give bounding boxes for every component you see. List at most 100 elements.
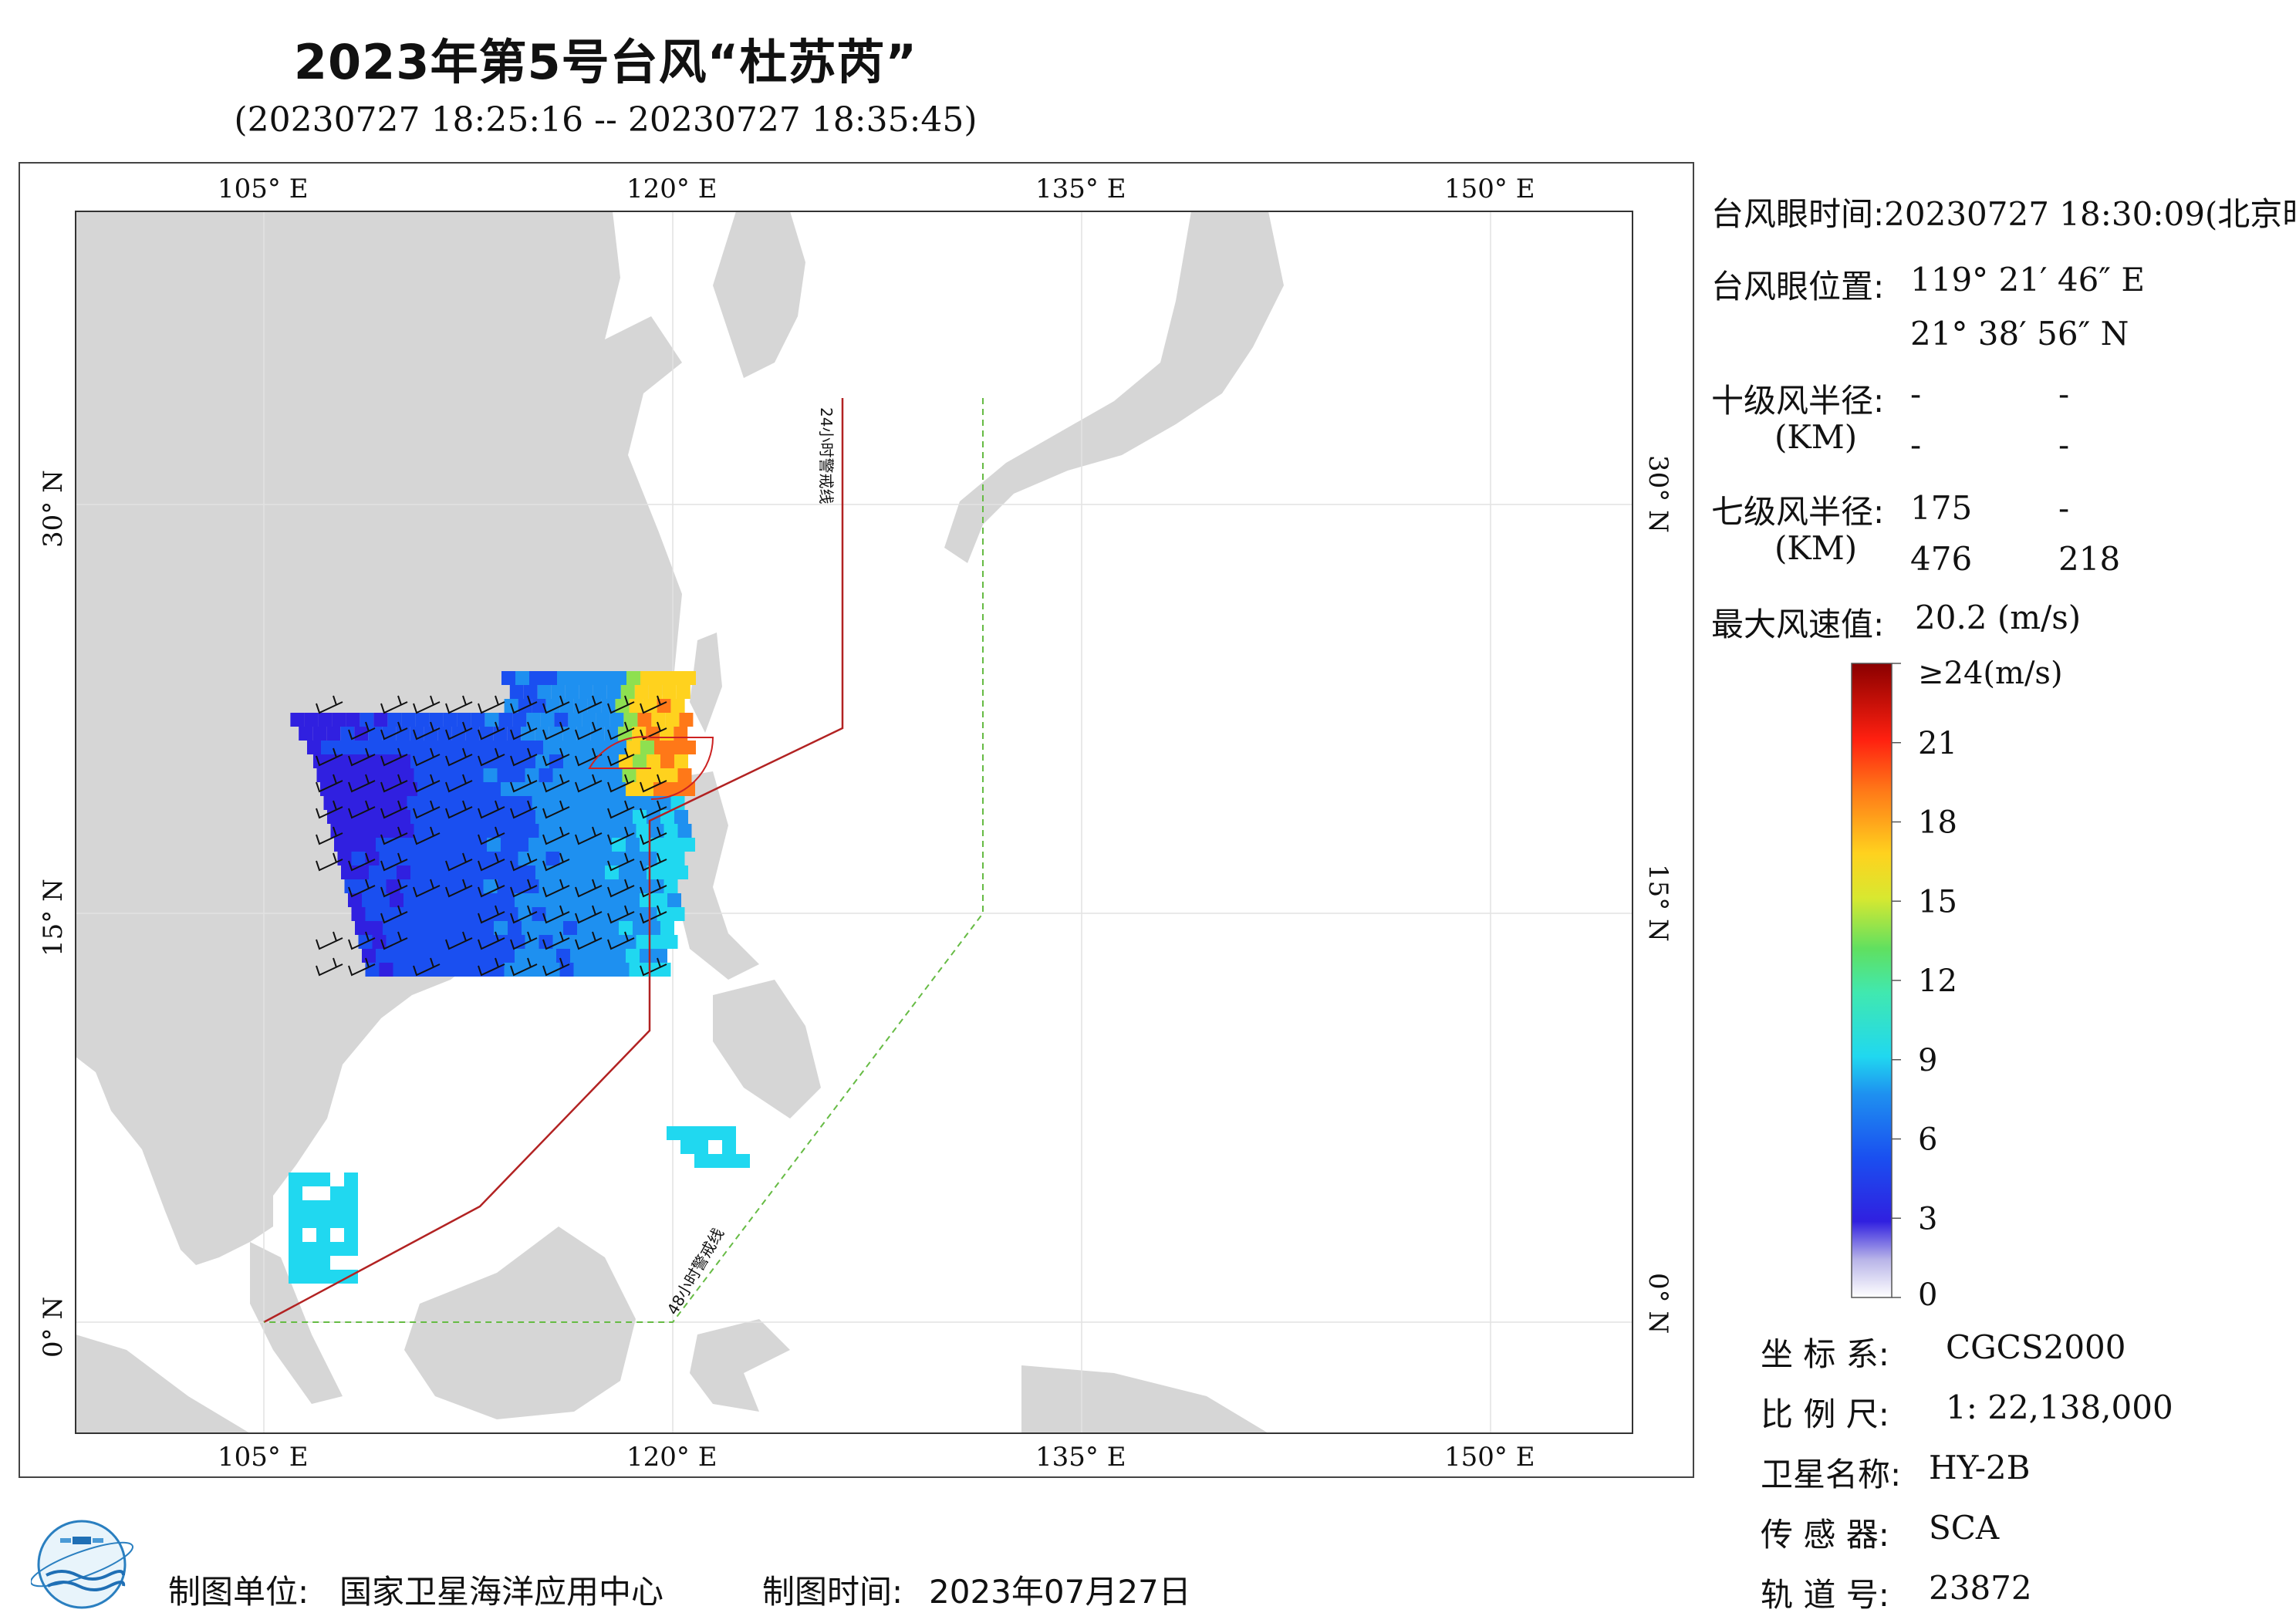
wind-barb — [510, 774, 538, 793]
colorbar-tick-label: 15 — [1918, 884, 1957, 919]
eye-pos-label: 台风眼位置: — [1711, 268, 1885, 305]
wind-cell — [629, 963, 643, 977]
wind-cell — [657, 796, 671, 810]
wind-cell — [629, 907, 643, 921]
wind-cell — [559, 796, 574, 810]
wind-cell — [302, 1256, 316, 1270]
wind-barb — [542, 931, 570, 950]
wind-barb — [445, 800, 473, 819]
wind-cell — [674, 865, 688, 879]
wind-map[interactable]: 24小时警戒线 48小时警戒线 105° E 120° E 135° E 150… — [19, 162, 1694, 1478]
wind-cell — [414, 768, 428, 782]
wind-cell — [460, 741, 474, 754]
wind-barb — [413, 957, 441, 977]
wind-cell — [327, 810, 341, 824]
wind-cell — [584, 838, 598, 852]
wind-cell — [545, 796, 560, 810]
wind-cell — [403, 893, 417, 907]
wind-barb — [542, 957, 570, 977]
wind-cell — [636, 879, 650, 893]
wind-barb — [575, 695, 603, 714]
wind-cell — [594, 768, 609, 782]
wind-cell — [397, 865, 410, 879]
wind-cell — [427, 935, 442, 949]
wind-cell — [601, 852, 616, 865]
wind-barb — [510, 721, 538, 741]
wind-cell — [539, 768, 553, 782]
wind-barb — [542, 747, 570, 767]
wind-cell — [383, 754, 397, 768]
wind-cell — [609, 713, 624, 727]
wind-cell — [459, 893, 473, 907]
r10-nw: - — [2058, 426, 2070, 464]
wind-cell — [596, 713, 610, 727]
wind-cell — [681, 838, 695, 852]
wind-cell — [330, 1200, 344, 1214]
colorbar-ramp — [1851, 663, 1893, 1298]
maker-value: 国家卫星海洋应用中心 — [339, 1573, 664, 1611]
wind-cell — [599, 741, 613, 754]
wind-barb — [316, 695, 343, 714]
wind-barb — [478, 957, 505, 977]
wind-cell — [515, 782, 528, 796]
wind-cell — [660, 754, 674, 768]
wind-barb — [413, 747, 441, 767]
wind-cell — [451, 727, 466, 741]
land-japan — [944, 211, 1284, 563]
wind-cell — [552, 879, 567, 893]
label-24h-line: 24小时警戒线 — [817, 407, 836, 504]
wind-cell — [535, 865, 549, 879]
wind-cell — [657, 907, 671, 921]
satellite-value: HY-2B — [1929, 1449, 2031, 1486]
wind-cell — [504, 796, 518, 810]
wind-cell — [483, 768, 498, 782]
wind-cell — [647, 921, 660, 935]
wind-cell — [615, 963, 630, 977]
wind-cell — [473, 782, 487, 796]
wind-cell — [354, 727, 369, 741]
wind-cell — [551, 685, 566, 699]
wind-cell — [665, 713, 680, 727]
wind-cell — [540, 713, 555, 727]
wind-barb — [640, 695, 667, 714]
wind-barb — [445, 721, 473, 741]
wind-barb — [607, 695, 635, 714]
wind-cell — [545, 699, 560, 713]
wind-barb — [542, 721, 570, 741]
wind-cell — [355, 865, 369, 879]
wind-cell — [633, 754, 647, 768]
wind-cell — [316, 1200, 330, 1214]
wind-cell — [390, 893, 403, 907]
wind-barb — [542, 879, 570, 898]
wind-cell — [694, 1154, 708, 1168]
wind-cell — [441, 879, 456, 893]
wind-cell — [515, 671, 529, 685]
wind-cell — [299, 727, 313, 741]
wind-cell — [522, 754, 535, 768]
wind-cell — [369, 754, 383, 768]
wind-cell — [722, 1154, 736, 1168]
wind-cell — [316, 1228, 330, 1242]
wind-barb — [380, 826, 408, 845]
lon-tick-bottom-105: 105° E — [218, 1442, 309, 1473]
wind-cell — [479, 727, 494, 741]
colorbar-tick-label: ≥24(m/s) — [1918, 660, 2063, 691]
wind-cell — [677, 768, 692, 782]
wind-cell — [680, 1126, 694, 1140]
wind-barb — [348, 931, 376, 950]
wind-cell — [362, 949, 376, 963]
wind-cell — [455, 879, 470, 893]
crs-label: 坐 标 系: — [1761, 1335, 1889, 1373]
wind-cell — [619, 754, 633, 768]
wind-cell — [316, 1214, 330, 1228]
wind-cell — [330, 768, 345, 782]
wind-cell — [640, 949, 653, 963]
wind-barb — [316, 774, 343, 793]
r7-se: - — [2058, 489, 2070, 527]
wind-cell — [584, 893, 598, 907]
wind-cell — [501, 838, 515, 852]
wind-cell — [549, 727, 563, 741]
wind-cell — [452, 810, 466, 824]
wind-cell — [515, 838, 528, 852]
wind-cell — [386, 935, 400, 949]
